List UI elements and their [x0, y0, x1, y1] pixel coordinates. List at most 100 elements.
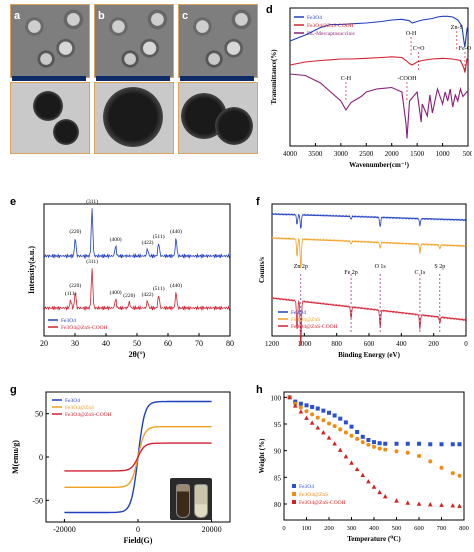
- xps-spectrum: [271, 212, 467, 229]
- x-tick-label: 1500: [410, 150, 425, 158]
- y-tick-label: 0: [39, 453, 43, 462]
- peak-label: (220): [123, 292, 135, 299]
- peak-label: (422): [142, 291, 154, 298]
- peak-label: (220): [69, 228, 81, 235]
- x-tick-label: 0: [136, 525, 140, 534]
- data-point-circle: [377, 446, 382, 451]
- panel-label-g: g: [10, 384, 17, 396]
- data-point-circle: [332, 424, 337, 429]
- peak-label: (422): [142, 239, 154, 246]
- tga-chart: 0 100 200 300 400 500 600 700 800 80 85 90 95 100 Temp…: [258, 391, 469, 543]
- particle: [215, 107, 253, 145]
- data-point-triangle: [309, 420, 315, 425]
- x-tick-label: 80: [226, 339, 234, 348]
- xps-spectrum: [271, 296, 467, 346]
- vial-photo: [170, 478, 212, 520]
- y-tick-label: 85: [274, 474, 282, 482]
- data-point-triangle: [416, 501, 422, 506]
- data-point-triangle: [292, 403, 298, 408]
- peak-annotation: C 1s: [415, 270, 427, 276]
- panel-label-c: c: [182, 10, 189, 22]
- x-tick-label: 500: [463, 150, 472, 158]
- panel-c: c: [178, 4, 258, 154]
- data-point-triangle: [366, 479, 371, 484]
- legend-swatch: [292, 500, 296, 504]
- data-point-circle: [366, 442, 371, 447]
- x-axis-label: Wavenumber(cm⁻¹): [349, 161, 410, 169]
- peak-label: (400): [110, 236, 122, 243]
- peak-label: (111): [65, 290, 77, 297]
- y-axis-label: Transmittance(%): [270, 49, 278, 105]
- data-point-circle: [428, 459, 433, 464]
- x-tick-label: 2000: [385, 150, 400, 158]
- ftir-chart: 4000 3500 3000 2500 2000 1500 1000 500 Wavenumbe…: [270, 7, 472, 169]
- data-point-triangle: [343, 454, 349, 459]
- data-point-square: [457, 442, 462, 447]
- x-tick-label: 0: [282, 525, 285, 532]
- particle: [33, 91, 63, 121]
- peak-annotation: -COOH: [397, 76, 417, 82]
- x-tick-label: 700: [437, 525, 447, 532]
- data-point-triangle: [439, 502, 444, 507]
- peak-annotation: Zn-S: [451, 25, 463, 31]
- data-point-square: [293, 399, 298, 404]
- legend-entry: Fe3O4@ZnS: [65, 405, 94, 411]
- data-point-square: [383, 441, 388, 446]
- y-axis-label: Weight (%): [258, 438, 266, 473]
- x-tick-label: 2500: [359, 150, 374, 158]
- data-point-triangle: [349, 460, 354, 465]
- xrd-chart: 20 30 40 50 60 70 802θ(°)Intensity(a.u.)(220)(…: [27, 198, 234, 359]
- data-point-triangle: [298, 409, 304, 414]
- panel-b: b: [94, 4, 174, 154]
- legend-entry: Fe3O4: [61, 318, 76, 324]
- data-point-triangle: [382, 494, 388, 499]
- legend-entry: Fe3O4@ZnS: [299, 492, 328, 498]
- y-tick-label: 80: [274, 501, 282, 509]
- x-tick-label: 200: [324, 525, 334, 532]
- legend-entry: Fe3O4@ZnS-COOH: [307, 23, 354, 29]
- data-point-square: [439, 442, 444, 447]
- x-tick-label: 20: [40, 339, 48, 348]
- data-point-square: [366, 438, 371, 442]
- panel-label-a: a: [14, 10, 21, 22]
- legend-entry: Fe3O4: [299, 484, 314, 490]
- y-tick-label: 50: [35, 410, 43, 419]
- data-point-circle: [343, 430, 348, 435]
- data-point-circle: [349, 433, 354, 438]
- data-point-circle: [321, 418, 326, 423]
- data-point-circle: [383, 447, 388, 452]
- peak-annotation: S 2p: [434, 264, 445, 270]
- data-point-triangle: [394, 498, 399, 503]
- x-axis-label: Binding Energy (eV): [338, 351, 401, 359]
- peak-label: (220): [69, 282, 81, 289]
- data-point-triangle: [287, 394, 292, 400]
- data-point-circle: [360, 440, 365, 445]
- vial-separated: [194, 484, 208, 518]
- y-tick-label: 100: [271, 394, 282, 402]
- data-point-square: [343, 420, 348, 425]
- peak-label: (440): [170, 282, 182, 289]
- xps-spectrum: [271, 236, 467, 269]
- data-point-circle: [457, 473, 462, 478]
- legend-entry: Fe3O4@ZnS-COOH: [291, 324, 338, 330]
- data-point-circle: [298, 405, 303, 410]
- data-point-triangle: [354, 466, 360, 472]
- panel-label-e: e: [10, 196, 17, 208]
- peak-label: (311): [86, 198, 98, 205]
- scale-bar: [96, 76, 170, 81]
- vial-dispersed: [176, 484, 190, 518]
- data-point-square: [338, 416, 343, 421]
- data-point-square: [321, 408, 326, 413]
- data-point-triangle: [337, 447, 343, 452]
- legend-entry: DL-Mercaptosuccinic: [307, 31, 356, 37]
- x-tick-label: 1000: [436, 150, 451, 158]
- data-point-triangle: [304, 415, 309, 420]
- legend-entry: Fe3O4: [291, 310, 306, 316]
- data-point-circle: [338, 427, 343, 432]
- x-tick-label: 400: [369, 525, 379, 532]
- data-point-square: [304, 403, 309, 408]
- x-tick-label: 100: [302, 525, 312, 532]
- x-tick-label: 0: [464, 340, 468, 348]
- data-point-triangle: [321, 430, 326, 435]
- x-tick-label: 600: [414, 525, 424, 532]
